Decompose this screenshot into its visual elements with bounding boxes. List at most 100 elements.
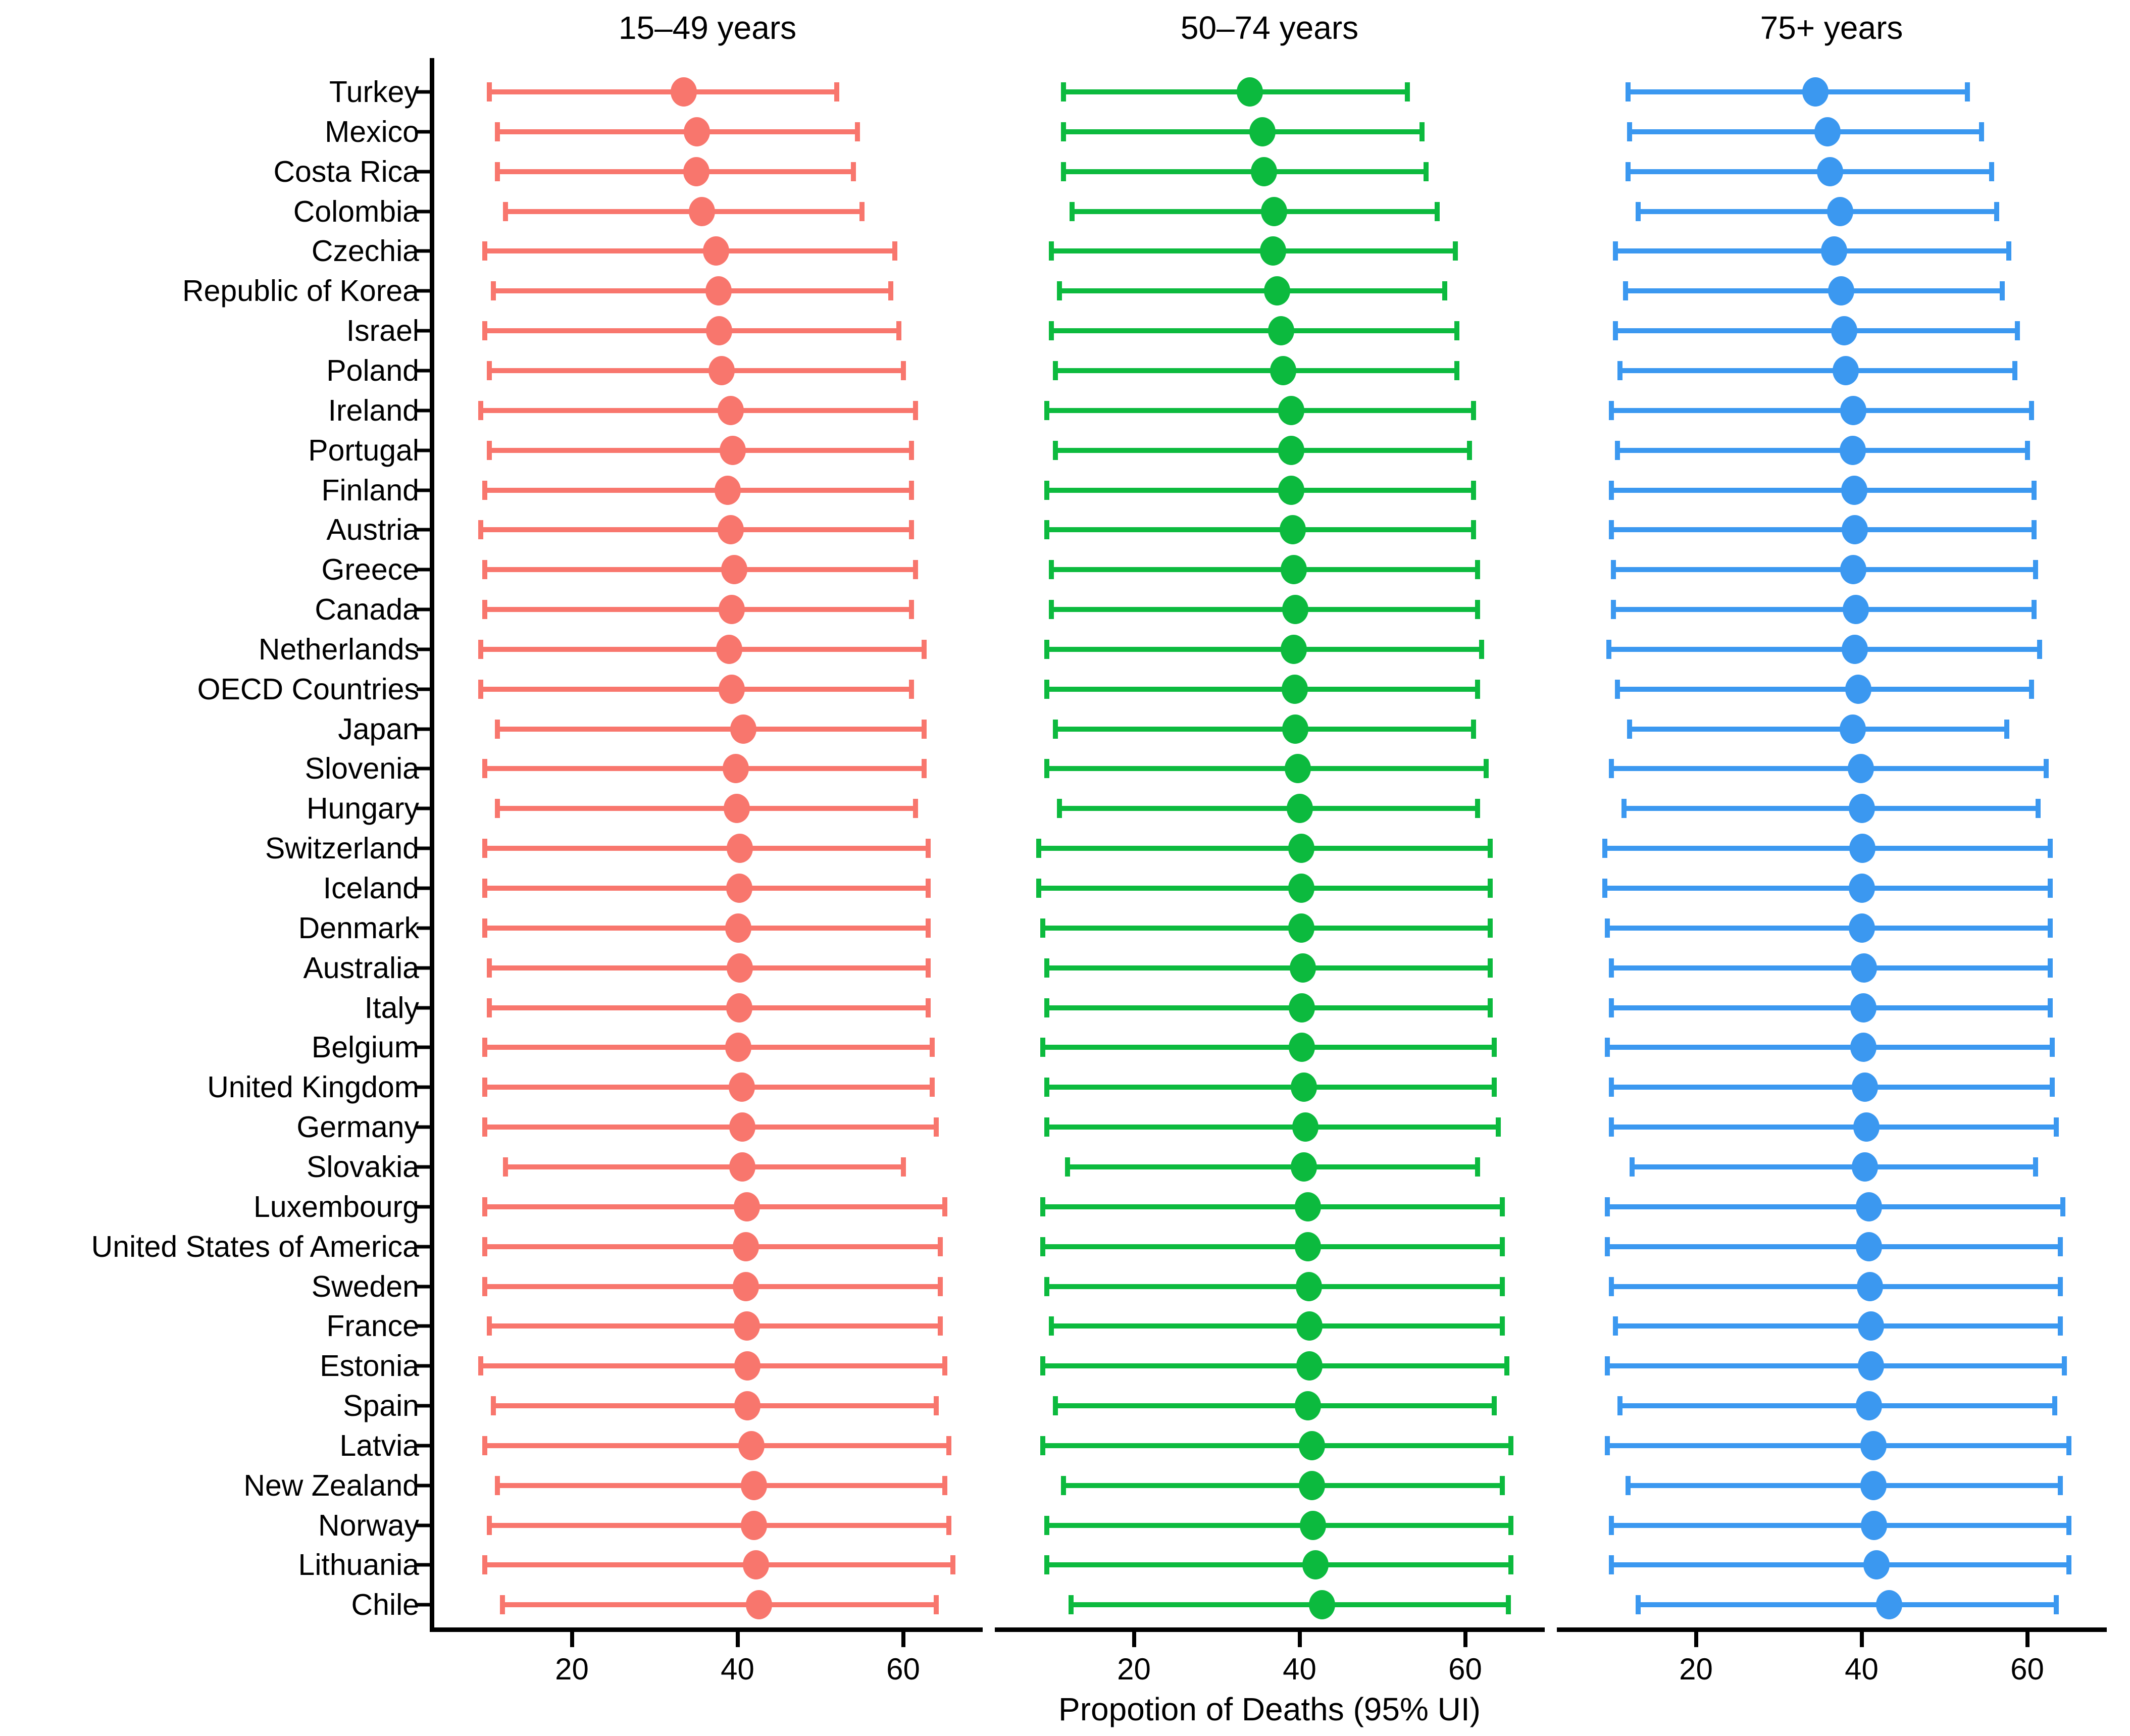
y-axis-tick [417, 1125, 430, 1129]
error-bar [1043, 1244, 1503, 1249]
error-bar-cap-upper [2031, 480, 2037, 500]
error-bar [1038, 846, 1490, 851]
error-bar [1063, 89, 1407, 94]
error-bar [485, 925, 928, 931]
point-estimate [1856, 1391, 1883, 1421]
error-bar-cap-upper [1442, 281, 1447, 301]
point-estimate [1851, 953, 1878, 983]
error-bar-cap-upper [1487, 958, 1493, 978]
error-bar-cap-lower [1613, 1316, 1618, 1336]
point-estimate [738, 1431, 765, 1460]
point-estimate [725, 1033, 752, 1062]
error-bar-cap-upper [892, 241, 898, 261]
country-label: Austria [326, 513, 419, 547]
country-label: Latvia [339, 1428, 419, 1462]
error-bar-cap-upper [2049, 1038, 2055, 1057]
error-bar-cap-upper [2012, 361, 2017, 380]
error-bar-cap-lower [490, 1396, 496, 1416]
error-bar-cap-upper [2028, 400, 2034, 420]
point-estimate [1852, 1152, 1879, 1182]
y-axis-tick [417, 90, 430, 94]
error-bar [497, 726, 924, 732]
error-bar-cap-upper [946, 1436, 951, 1455]
country-label: Spain [343, 1389, 419, 1423]
error-bar-cap-lower [482, 241, 488, 261]
error-bar-cap-lower [1609, 759, 1614, 779]
error-bar-cap-upper [929, 1038, 935, 1057]
error-bar-cap-lower [1609, 1277, 1614, 1296]
error-bar-cap-upper [908, 679, 914, 699]
error-bar-cap-lower [486, 998, 492, 1017]
error-bar-cap-upper [859, 201, 865, 221]
point-estimate [1278, 475, 1305, 505]
error-bar [1611, 1125, 2056, 1130]
point-estimate [1828, 276, 1854, 306]
point-estimate [706, 316, 733, 346]
error-bar-cap-lower [482, 839, 488, 858]
error-bar-cap-lower [1605, 1197, 1610, 1216]
error-bar-cap-upper [2028, 679, 2034, 699]
error-bar [1047, 1085, 1494, 1090]
error-bar-cap-lower [1044, 1515, 1050, 1535]
error-bar-cap-upper [2048, 918, 2053, 938]
error-bar-cap-upper [921, 639, 927, 659]
error-bar-cap-upper [925, 998, 931, 1017]
error-bar-cap-lower [482, 1117, 488, 1137]
point-estimate [1249, 117, 1276, 146]
error-bar [485, 487, 911, 493]
error-bar-cap-upper [1454, 321, 1460, 341]
error-bar-cap-upper [2006, 241, 2012, 261]
error-bar [1063, 129, 1423, 134]
error-bar [1628, 169, 1992, 174]
y-axis-tick [417, 687, 430, 691]
error-bar-cap-upper [900, 361, 906, 380]
error-bar-cap-upper [1965, 82, 1970, 101]
error-bar-cap-lower [503, 1157, 509, 1177]
y-axis-tick [417, 488, 430, 492]
error-bar-cap-upper [1508, 1436, 1513, 1455]
error-bar-cap-lower [482, 1555, 488, 1575]
point-estimate [1289, 993, 1315, 1023]
error-bar-cap-lower [1623, 281, 1629, 301]
error-bar [1619, 1403, 2055, 1409]
error-bar-cap-upper [2031, 520, 2037, 540]
point-estimate [1281, 674, 1308, 704]
point-estimate [1270, 355, 1296, 385]
y-axis-tick [417, 528, 430, 532]
error-bar-cap-upper [1470, 719, 1476, 739]
error-bar-cap-lower [1056, 281, 1062, 301]
point-estimate [1861, 1510, 1888, 1540]
point-estimate [1288, 874, 1314, 903]
point-estimate [746, 1590, 773, 1620]
error-bar-cap-lower [1061, 82, 1067, 101]
point-estimate [1278, 395, 1305, 425]
error-bar-cap-lower [1605, 1356, 1610, 1376]
error-bar-cap-lower [478, 400, 484, 420]
error-bar-cap-upper [1475, 1157, 1481, 1177]
country-label: France [326, 1309, 419, 1343]
error-bar [1059, 288, 1445, 294]
error-bar [485, 1562, 953, 1568]
point-estimate [729, 1112, 756, 1142]
error-bar [1043, 1363, 1507, 1369]
error-bar-cap-lower [486, 1316, 492, 1336]
point-estimate [1292, 1112, 1319, 1142]
point-estimate [1842, 634, 1868, 664]
error-bar-cap-lower [1613, 321, 1618, 341]
error-bar [1607, 1204, 2063, 1209]
point-estimate [1282, 595, 1309, 625]
point-estimate [741, 1470, 768, 1500]
error-bar-cap-lower [494, 162, 500, 181]
point-estimate [1281, 555, 1307, 585]
point-estimate [728, 1073, 755, 1102]
point-estimate [1299, 1510, 1326, 1540]
error-bar-cap-lower [1068, 1595, 1074, 1615]
country-label: Finland [321, 473, 419, 507]
error-bar-cap-lower [1044, 998, 1050, 1017]
y-axis-tick [417, 607, 430, 611]
point-estimate [1827, 196, 1853, 226]
point-estimate [1843, 595, 1869, 625]
error-bar-cap-lower [1614, 440, 1620, 460]
y-axis-tick [417, 1285, 430, 1288]
point-estimate [1280, 515, 1306, 545]
